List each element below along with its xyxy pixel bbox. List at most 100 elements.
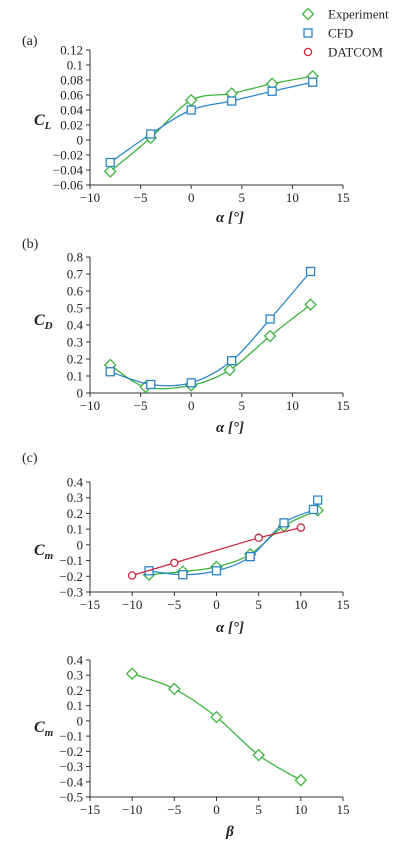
x-axis-label: α [°] [216,210,244,226]
data-point [125,667,139,681]
x-tick-label: 0 [213,802,220,817]
y-tick-label: 0.3 [67,335,83,350]
x-tick-label: 15 [337,398,350,413]
series-cfd [105,77,318,168]
data-point [105,157,115,168]
data-point [146,129,156,139]
y-axis-label: Cm [34,719,54,739]
data-point [265,314,275,324]
y-tick-label: 0.06 [60,88,83,103]
data-point [313,495,323,505]
x-tick-label: −10 [80,398,100,413]
data-point [227,96,237,106]
series-cfd [105,266,316,390]
x-tick-label: 5 [239,398,246,413]
y-tick-label: 0.2 [67,506,83,521]
x-tick-label: 5 [255,802,262,817]
legend-item: CFD [303,26,353,41]
y-tick-label: 0.4 [67,318,84,333]
series-line [131,526,301,577]
x-tick-label: 10 [286,398,299,413]
legend-label: Experiment [328,7,389,22]
x-tick-label: −10 [80,190,100,205]
x-tick-label: 15 [337,597,350,612]
data-point [252,748,265,762]
y-tick-label: −0.06 [53,178,84,193]
data-point [227,356,237,366]
y-tick-label: 0.4 [67,653,84,668]
y-tick-label: −0.1 [59,729,83,744]
y-tick-label: 0.08 [60,73,83,88]
y-tick-label: −0.3 [59,585,83,600]
panel-label: (c) [22,451,38,466]
y-tick-label: 0 [77,386,84,401]
x-tick-label: 0 [188,398,195,413]
chart-panel-3: −0.3−0.2−0.100.10.20.30.4−15 −10 −5 0 5 10 15(… [22,451,350,636]
legend-marker-circle [303,47,313,57]
y-tick-label: −0.1 [59,553,83,568]
y-tick-label: 0.3 [67,490,83,505]
data-point [304,298,317,311]
panel-label: (a) [22,34,38,49]
x-tick-label: 10 [294,802,307,817]
y-tick-label: 0.4 [67,475,84,490]
x-tick-label: 10 [286,190,299,205]
y-tick-label: 0.8 [67,250,83,265]
legend-label: CFD [328,26,353,41]
x-tick-label: 5 [239,190,246,205]
data-point [263,329,277,343]
y-tick-label: 0.12 [60,43,83,58]
legend-marker-diamond [301,7,315,21]
y-tick-label: 0.2 [67,352,83,367]
y-tick-label: 0.5 [67,301,83,316]
y-tick-label: −0.02 [53,148,83,163]
data-point [186,105,196,115]
series-line [109,81,313,164]
data-point [245,551,255,562]
series-experiment [103,298,317,394]
series-experiment [103,69,319,178]
data-point [168,682,181,696]
x-axis-label: α [°] [216,420,244,436]
series-experiment [125,667,308,787]
y-tick-label: 0.7 [67,267,84,282]
x-tick-label: −5 [134,190,148,205]
legend-marker-square [303,28,313,38]
y-axis-label: Cm [34,542,54,562]
data-point [211,566,222,576]
y-tick-label: −0.04 [53,163,84,178]
series-datcom [127,523,306,580]
series-line [131,673,302,781]
x-tick-label: 0 [213,597,220,612]
x-tick-label: −5 [167,597,181,612]
y-tick-label: 0.3 [67,668,83,683]
y-tick-label: 0.1 [67,58,83,73]
data-point [178,570,188,580]
y-axis-label: CL [34,112,52,132]
x-tick-label: −15 [80,802,100,817]
y-tick-label: 0.2 [67,683,83,698]
data-point [307,77,318,87]
data-point [279,518,289,528]
legend: Experiment CFD DATCOM [301,7,389,60]
x-axis-label: β [225,824,234,840]
data-point [186,378,196,388]
x-axis-label: α [°] [216,620,244,636]
data-point [267,86,277,96]
y-tick-label: −0.2 [59,744,83,759]
data-point [127,571,137,580]
data-point [105,367,115,377]
data-point [296,523,306,532]
y-tick-label: 0.04 [60,103,83,118]
legend-label: DATCOM [328,45,383,60]
data-point [308,504,319,515]
series-line [109,75,313,172]
y-tick-label: 0.1 [67,698,83,713]
x-tick-label: −15 [80,597,100,612]
data-point [184,93,198,107]
y-tick-label: 0.6 [67,284,84,299]
data-point [305,266,316,277]
series-line [109,304,312,390]
y-tick-label: 0.02 [60,118,83,133]
